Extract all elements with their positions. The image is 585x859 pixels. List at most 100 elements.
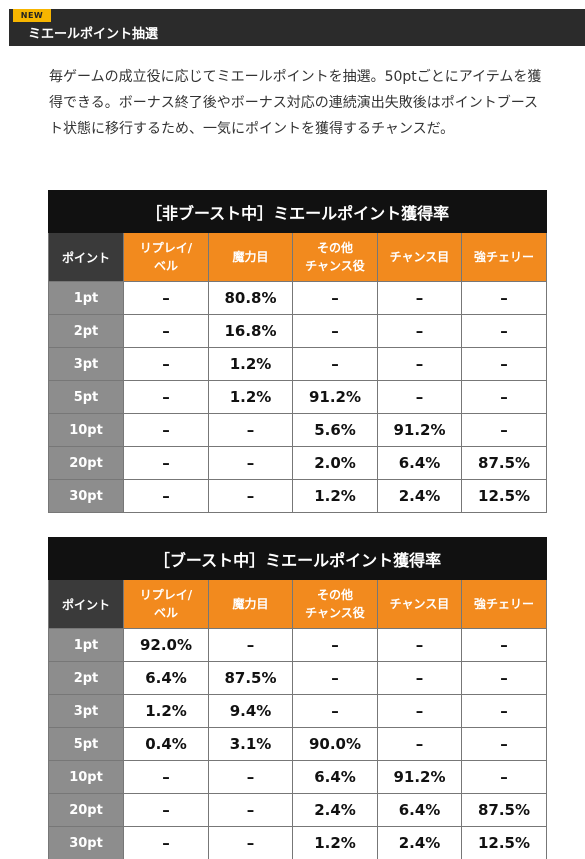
table-row: 20pt – –2.4% 6.4% 87.5% — [48, 793, 548, 827]
table-caption: ［非ブースト中］ミエールポイント獲得率 — [47, 190, 548, 233]
table-row: 5pt –1.2% 91.2% – – — [48, 380, 548, 414]
rate-cell: – — [208, 760, 293, 794]
boost-rate-table: ［ブースト中］ミエールポイント獲得率 ポイント リプレイ/ベル 魔力目 その他 チャンス… — [47, 537, 548, 859]
rate-cell: – — [123, 380, 209, 414]
rate-cell: 6.4% — [292, 760, 378, 794]
rate-cell: 0.4% — [123, 727, 209, 761]
point-label: 2pt — [48, 314, 124, 348]
rate-cell: – — [292, 281, 378, 315]
rate-cell: – — [377, 347, 462, 381]
rate-cell: 6.4% — [377, 446, 462, 480]
rate-cell: 6.4% — [123, 661, 209, 695]
rate-cell: 87.5% — [460, 446, 548, 480]
rate-cell: 87.5% — [460, 793, 548, 827]
rate-cell: – — [460, 413, 548, 447]
rate-cell: 1.2% — [123, 694, 209, 728]
role-column-header: 魔力目 — [208, 579, 293, 629]
rate-cell: – — [377, 380, 462, 414]
table-row: 3pt –1.2% – – – — [48, 347, 548, 381]
rate-cell: 1.2% — [292, 479, 378, 513]
point-label: 30pt — [48, 826, 124, 859]
rate-cell: – — [123, 314, 209, 348]
point-label: 3pt — [48, 694, 124, 728]
rate-cell: 91.2% — [377, 760, 462, 794]
rate-cell: 3.1% — [208, 727, 293, 761]
rate-cell: 5.6% — [292, 413, 378, 447]
point-column-header: ポイント — [48, 579, 124, 629]
rate-cell: 2.0% — [292, 446, 378, 480]
point-label: 10pt — [48, 760, 124, 794]
rate-cell: – — [292, 661, 378, 695]
table-row: 30pt – –1.2% 2.4% 12.5% — [48, 479, 548, 513]
point-label: 3pt — [48, 347, 124, 381]
point-label: 1pt — [48, 281, 124, 315]
table-row: 5pt 0.4% 3.1% 90.0% – – — [48, 727, 548, 761]
rate-cell: 2.4% — [377, 826, 462, 859]
role-column-header: その他 チャンス役 — [292, 579, 378, 629]
rate-cell: 2.4% — [292, 793, 378, 827]
table-row: 10pt – –5.6% 91.2% – — [48, 413, 548, 447]
rate-cell: – — [123, 347, 209, 381]
rate-cell: – — [460, 661, 548, 695]
table-row: 20pt – –2.0% 6.4% 87.5% — [48, 446, 548, 480]
table-row: 2pt 6.4% 87.5% – – – — [48, 661, 548, 695]
rate-cell: – — [123, 479, 209, 513]
point-column-header: ポイント — [48, 232, 124, 282]
role-column-header: リプレイ/ベル — [123, 232, 209, 282]
section-title: ミエールポイント抽選 — [28, 27, 159, 42]
role-column-header: チャンス目 — [377, 579, 462, 629]
role-column-header: 魔力目 — [208, 232, 293, 282]
rate-cell: – — [377, 661, 462, 695]
rate-cell: – — [123, 446, 209, 480]
rate-cell: 92.0% — [123, 628, 209, 662]
rate-cell: – — [377, 628, 462, 662]
rate-cell: – — [460, 694, 548, 728]
rate-cell: – — [460, 380, 548, 414]
section-header: NEW ミエールポイント抽選 — [9, 9, 585, 46]
rate-cell: – — [208, 793, 293, 827]
rate-cell: 1.2% — [208, 380, 293, 414]
rate-cell: – — [377, 727, 462, 761]
rate-cell: 6.4% — [377, 793, 462, 827]
rate-cell: – — [460, 347, 548, 381]
point-label: 20pt — [48, 446, 124, 480]
point-label: 30pt — [48, 479, 124, 513]
rate-cell: – — [208, 628, 293, 662]
rate-cell: – — [460, 628, 548, 662]
rate-cell: – — [460, 727, 548, 761]
rate-cell: – — [123, 760, 209, 794]
rate-cell: 90.0% — [292, 727, 378, 761]
table-row: 1pt 92.0% – – – – — [48, 628, 548, 662]
table-row: 1pt –80.8% – – – — [48, 281, 548, 315]
role-column-header: 強チェリー — [460, 579, 548, 629]
new-badge: NEW — [13, 9, 51, 22]
table-row: 30pt – –1.2% 2.4% 12.5% — [48, 826, 548, 859]
rate-cell: – — [460, 314, 548, 348]
rate-cell: 12.5% — [460, 826, 548, 859]
rate-cell: – — [123, 281, 209, 315]
rate-cell: 1.2% — [292, 826, 378, 859]
role-column-header: チャンス目 — [377, 232, 462, 282]
rate-cell: – — [208, 479, 293, 513]
point-label: 2pt — [48, 661, 124, 695]
rate-cell: – — [292, 694, 378, 728]
non-boost-rate-table: ［非ブースト中］ミエールポイント獲得率 ポイント リプレイ/ベル 魔力目 その他 チャン… — [47, 190, 548, 513]
description-text: 毎ゲームの成立役に応じてミエールポイントを抽選。50ptごとにアイテムを獲得でき… — [49, 69, 542, 137]
rate-cell: 1.2% — [208, 347, 293, 381]
rate-cell: – — [460, 281, 548, 315]
rate-cell: – — [123, 793, 209, 827]
rate-cell: 91.2% — [377, 413, 462, 447]
rate-cell: – — [377, 281, 462, 315]
table-row: 2pt –16.8% – – – — [48, 314, 548, 348]
rate-cell: – — [377, 314, 462, 348]
point-label: 5pt — [48, 727, 124, 761]
rate-cell: – — [208, 826, 293, 859]
table-row: 3pt 1.2% 9.4% – – – — [48, 694, 548, 728]
rate-cell: 91.2% — [292, 380, 378, 414]
rate-cell: – — [460, 760, 548, 794]
point-label: 1pt — [48, 628, 124, 662]
rate-cell: – — [208, 446, 293, 480]
rate-cell: 87.5% — [208, 661, 293, 695]
rate-cell: 16.8% — [208, 314, 293, 348]
point-label: 10pt — [48, 413, 124, 447]
